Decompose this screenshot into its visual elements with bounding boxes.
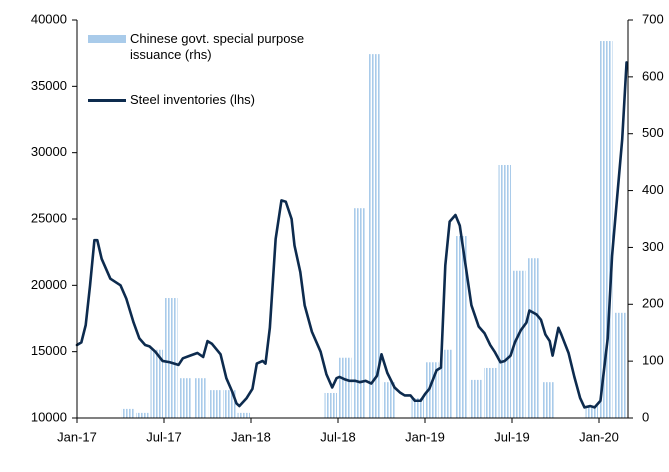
bar	[527, 258, 540, 418]
y-tick-label: 35000	[31, 78, 67, 93]
bar	[208, 390, 221, 418]
bar	[237, 412, 250, 418]
x-tick-label: Jul-19	[494, 429, 529, 444]
axes: 10000 15000 20000 25000 30000 35000 40000 0 100 2…	[31, 11, 664, 444]
bar	[614, 312, 627, 418]
bar	[353, 208, 366, 418]
x-tick-label: Jan-17	[57, 429, 97, 444]
legend-label: Chinese govt. special purpose issuance (…	[130, 31, 305, 62]
x-tick-label: Jan-19	[405, 429, 445, 444]
legend-swatch	[88, 99, 126, 102]
x-tick-label: Jan-18	[231, 429, 271, 444]
bar	[194, 378, 207, 418]
y2-tick-label: 200	[642, 296, 664, 311]
bar	[324, 392, 337, 418]
bar	[498, 164, 511, 418]
bar	[513, 270, 526, 418]
bar	[368, 54, 381, 418]
y-tick-label: 10000	[31, 409, 67, 424]
legend-swatch	[88, 35, 126, 43]
bar	[484, 367, 497, 418]
line	[75, 61, 628, 409]
y2-tick-label: 0	[642, 409, 649, 424]
y2-tick-label: 700	[642, 11, 664, 26]
bar	[223, 390, 236, 418]
bar	[179, 378, 192, 418]
lines	[75, 61, 628, 409]
bar	[165, 298, 178, 418]
x-tick-label: Jul-18	[320, 429, 355, 444]
y-tick-label: 40000	[31, 11, 67, 26]
legend-label: Steel inventories (lhs)	[130, 92, 255, 107]
y-tick-label: 20000	[31, 277, 67, 292]
bar	[469, 379, 482, 418]
x-tick-label: Jul-17	[146, 429, 181, 444]
bar	[411, 398, 424, 418]
y-tick-label: 25000	[31, 210, 67, 225]
y-tick-label: 15000	[31, 343, 67, 358]
y2-tick-label: 100	[642, 353, 664, 368]
y2-tick-label: 400	[642, 182, 664, 197]
bar	[440, 349, 453, 418]
bar	[585, 406, 598, 418]
y2-tick-label: 600	[642, 68, 664, 83]
y2-tick-label: 500	[642, 125, 664, 140]
bar	[121, 408, 134, 418]
bar	[382, 382, 395, 418]
x-tick-label: Jan-20	[579, 429, 619, 444]
bar	[150, 349, 163, 418]
bar	[339, 357, 352, 418]
y2-tick-label: 300	[642, 239, 664, 254]
bar	[542, 382, 555, 418]
y-tick-label: 30000	[31, 144, 67, 159]
bar	[455, 236, 468, 418]
bar	[136, 412, 149, 418]
